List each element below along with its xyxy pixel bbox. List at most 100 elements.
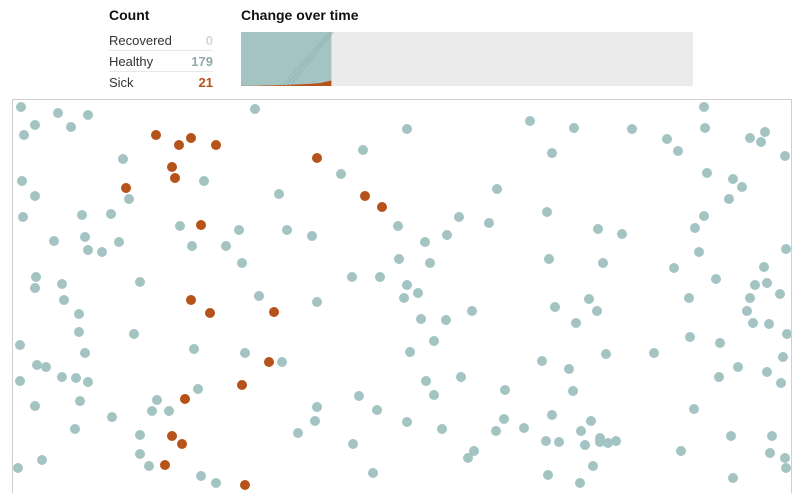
sick-dot: [211, 140, 221, 150]
healthy-dot: [542, 207, 552, 217]
healthy-dot: [274, 189, 284, 199]
trace-line: [289, 32, 334, 86]
healthy-dot: [484, 218, 494, 228]
healthy-dot: [595, 437, 605, 447]
healthy-dot: [726, 431, 736, 441]
sick-dot: [264, 357, 274, 367]
healthy-dot: [307, 231, 317, 241]
healthy-dot: [737, 182, 747, 192]
count-label-sick: Sick: [109, 74, 134, 90]
healthy-dot: [745, 133, 755, 143]
healthy-dot: [759, 262, 769, 272]
healthy-dot: [525, 116, 535, 126]
healthy-dot: [71, 373, 81, 383]
healthy-dot: [147, 406, 157, 416]
healthy-dot: [66, 122, 76, 132]
healthy-dot: [750, 280, 760, 290]
healthy-dot: [41, 362, 51, 372]
count-row-sick: Sick 21: [109, 72, 213, 92]
sick-dot: [377, 202, 387, 212]
healthy-dot: [662, 134, 672, 144]
healthy-dot: [756, 137, 766, 147]
healthy-dot: [463, 453, 473, 463]
healthy-dot: [240, 348, 250, 358]
healthy-dot: [690, 223, 700, 233]
healthy-dot: [454, 212, 464, 222]
healthy-dot: [193, 384, 203, 394]
healthy-dot: [780, 453, 790, 463]
healthy-dot: [491, 426, 501, 436]
healthy-dot: [254, 291, 264, 301]
healthy-dot: [689, 404, 699, 414]
healthy-dot: [492, 184, 502, 194]
healthy-dot: [728, 174, 738, 184]
count-table: Recovered 0 Healthy 179 Sick 21: [109, 30, 213, 92]
healthy-dot: [733, 362, 743, 372]
healthy-dot: [16, 102, 26, 112]
healthy-area: [241, 32, 332, 86]
healthy-dot: [775, 289, 785, 299]
healthy-dot: [348, 439, 358, 449]
trace-line: [285, 32, 332, 86]
healthy-dot: [129, 329, 139, 339]
healthy-dot: [30, 191, 40, 201]
healthy-dot: [593, 224, 603, 234]
healthy-dot: [196, 471, 206, 481]
healthy-dot: [135, 449, 145, 459]
healthy-dot: [310, 416, 320, 426]
healthy-dot: [118, 154, 128, 164]
healthy-dot: [575, 478, 585, 488]
sick-dot: [167, 431, 177, 441]
healthy-dot: [780, 151, 790, 161]
healthy-dot: [336, 169, 346, 179]
healthy-dot: [699, 211, 709, 221]
healthy-dot: [97, 247, 107, 257]
healthy-dot: [312, 402, 322, 412]
healthy-dot: [699, 102, 709, 112]
trace-line: [281, 32, 330, 86]
healthy-dot: [277, 357, 287, 367]
healthy-dot: [537, 356, 547, 366]
healthy-dot: [425, 258, 435, 268]
healthy-dot: [31, 272, 41, 282]
healthy-dot: [715, 338, 725, 348]
sick-dot: [121, 183, 131, 193]
healthy-dot: [782, 329, 791, 339]
healthy-dot: [175, 221, 185, 231]
healthy-dot: [199, 176, 209, 186]
healthy-dot: [152, 395, 162, 405]
healthy-dot: [13, 463, 23, 473]
healthy-dot: [760, 127, 770, 137]
count-title: Count: [109, 7, 150, 23]
change-over-time-chart: [241, 32, 693, 86]
healthy-dot: [37, 455, 47, 465]
healthy-dot: [569, 123, 579, 133]
chart-svg: [241, 32, 334, 86]
sick-dot: [151, 130, 161, 140]
healthy-dot: [601, 349, 611, 359]
healthy-dot: [584, 294, 594, 304]
healthy-dot: [402, 124, 412, 134]
healthy-dot: [312, 297, 322, 307]
healthy-dot: [18, 212, 28, 222]
sick-dot: [177, 439, 187, 449]
healthy-dot: [75, 396, 85, 406]
healthy-dot: [543, 470, 553, 480]
healthy-dot: [15, 340, 25, 350]
sick-dot: [170, 173, 180, 183]
healthy-dot: [393, 221, 403, 231]
healthy-dot: [402, 417, 412, 427]
healthy-dot: [57, 372, 67, 382]
healthy-dot: [767, 431, 777, 441]
healthy-dot: [106, 209, 116, 219]
healthy-dot: [673, 146, 683, 156]
healthy-dot: [405, 347, 415, 357]
healthy-dot: [250, 104, 260, 114]
healthy-dot: [164, 406, 174, 416]
healthy-dot: [30, 120, 40, 130]
healthy-dot: [588, 461, 598, 471]
healthy-dot: [399, 293, 409, 303]
healthy-dot: [372, 405, 382, 415]
healthy-dot: [541, 436, 551, 446]
healthy-dot: [135, 277, 145, 287]
